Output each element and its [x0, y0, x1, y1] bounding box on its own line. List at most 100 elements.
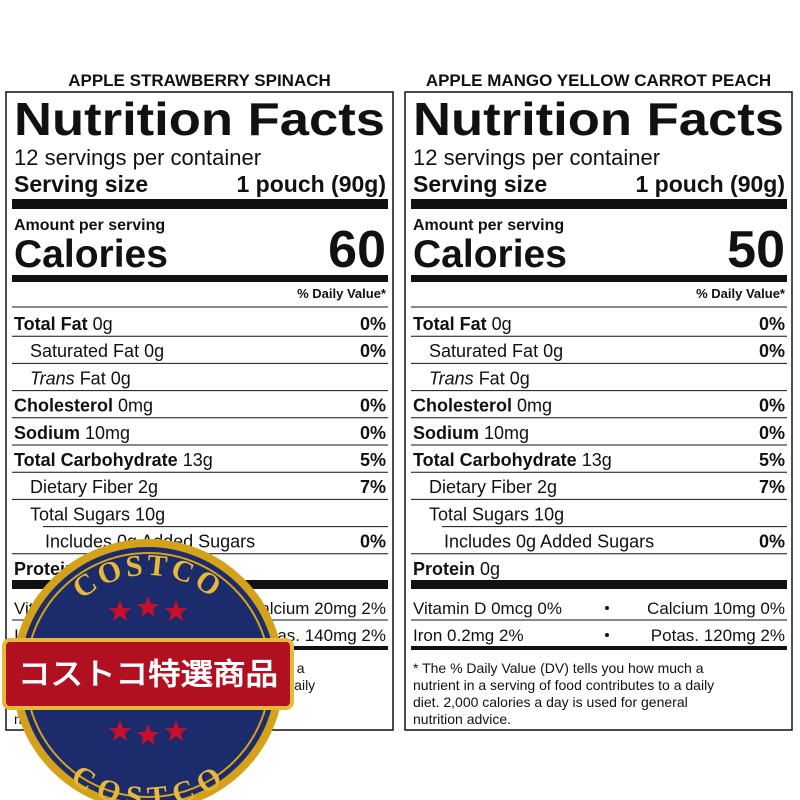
nutrient-name: Cholesterol — [413, 396, 512, 416]
thick-rule — [12, 199, 388, 209]
label-title: Nutrition Facts — [413, 93, 784, 145]
servings: 12 servings per container — [413, 145, 660, 170]
nutrient: Total Sugars 10g — [30, 504, 165, 524]
nutrient-name: Dietary Fiber 2g — [30, 477, 158, 497]
nutrient: Total Fat 0g — [14, 314, 113, 334]
nutrient-name: Total Carbohydrate — [413, 450, 577, 470]
nutrient-amount: 0g — [93, 314, 113, 334]
star — [109, 720, 131, 741]
nutrient-dv: 0% — [759, 341, 785, 361]
serving-size-label: Serving size — [14, 171, 148, 197]
calories-label: Calories — [413, 233, 567, 276]
footnote: * The % Daily Value (DV) tells you how m… — [413, 660, 704, 676]
thick-rule — [411, 199, 787, 209]
nutrient-dv: 7% — [759, 477, 785, 497]
nutrient-dv: 0% — [759, 423, 785, 443]
thick-rule — [411, 275, 787, 282]
nutrient-dv: 5% — [360, 450, 386, 470]
servings: 12 servings per container — [14, 145, 261, 170]
serving-size: 1 pouch (90g) — [236, 171, 386, 197]
nutrient: Cholesterol 0mg — [14, 396, 153, 416]
badge: COSTCO COSTCO コストコ特選商品 — [2, 539, 294, 800]
nutrient: Trans Fat 0g — [30, 368, 131, 388]
calories-label: Calories — [14, 233, 168, 276]
nutrient-amount: 0g — [492, 314, 512, 334]
nutrient: Sodium 10mg — [413, 423, 529, 443]
nutrient-dv: 0% — [360, 396, 386, 416]
nutrient-name: Saturated Fat 0g — [30, 341, 164, 361]
nutrient: Includes 0g Added Sugars — [444, 532, 654, 552]
nutrient: Total Sugars 10g — [429, 504, 564, 524]
nutrient-italic: Trans — [429, 368, 474, 388]
nutrient-dv: 5% — [759, 450, 785, 470]
nutrient-amount: 13g — [582, 450, 612, 470]
badge-banner — [2, 638, 294, 710]
nutrient-amount: 13g — [183, 450, 213, 470]
nutrient-dv: 0% — [759, 532, 785, 552]
nutrient-dv: 0% — [360, 423, 386, 443]
vitamin-left: Vitamin D 0mcg 0% — [413, 599, 562, 618]
serving-size-label: Serving size — [413, 171, 547, 197]
star — [137, 596, 159, 617]
star — [165, 720, 187, 741]
footnote: diet. 2,000 calories a day is used for g… — [413, 694, 688, 710]
thick-rule — [411, 646, 787, 650]
dv-header: % Daily Value* — [297, 286, 387, 301]
nutrient-amount: 0mg — [517, 396, 552, 416]
nutrient-amount: 10mg — [85, 423, 130, 443]
amount-per-serving: Amount per serving — [413, 217, 564, 234]
nutrient: Total Carbohydrate 13g — [413, 450, 612, 470]
nutrient: Saturated Fat 0g — [429, 341, 563, 361]
nutrient: Dietary Fiber 2g — [429, 477, 557, 497]
thick-rule — [12, 275, 388, 282]
nutrient-dv: 0% — [759, 314, 785, 334]
nutrient-name: Cholesterol — [14, 396, 113, 416]
calories: 50 — [727, 221, 785, 279]
footnote: nutrient in a serving of food contribute… — [413, 677, 714, 693]
nutrient: Total Carbohydrate 13g — [14, 450, 213, 470]
vitamin-right: Calcium 20mg 2% — [248, 599, 386, 618]
nutrient: Dietary Fiber 2g — [30, 477, 158, 497]
nutrient-amount: 10mg — [484, 423, 529, 443]
nutrient: Trans Fat 0g — [429, 368, 530, 388]
nutrient-name: Saturated Fat 0g — [429, 341, 563, 361]
badge-banner-text: コストコ特選商品 — [18, 658, 278, 693]
nutrient-amount: 0g — [480, 559, 500, 579]
nutrient-dv: 7% — [360, 477, 386, 497]
vitamin-right: Potas. 120mg 2% — [651, 626, 785, 645]
nutrient-name: Sodium — [14, 423, 80, 443]
calories: 60 — [328, 221, 386, 279]
nutrient-italic: Trans — [30, 368, 75, 388]
thick-rule — [411, 580, 787, 589]
nutrient-name: Fat 0g — [80, 368, 131, 388]
nutrient-dv: 0% — [759, 396, 785, 416]
nutrient: Total Fat 0g — [413, 314, 512, 334]
nutrient-name: Total Sugars 10g — [429, 504, 564, 524]
nutrient-name: Includes 0g Added Sugars — [444, 532, 654, 552]
vitamin-right: Calcium 10mg 0% — [647, 599, 785, 618]
label-frame — [404, 91, 793, 731]
serving-size: 1 pouch (90g) — [635, 171, 785, 197]
nutrient-name: Total Carbohydrate — [14, 450, 178, 470]
nutrient-name: Dietary Fiber 2g — [429, 477, 557, 497]
badge-stars — [109, 596, 187, 745]
nutrient: Saturated Fat 0g — [30, 341, 164, 361]
star — [137, 724, 159, 745]
bullet — [605, 633, 609, 637]
product-name: APPLE MANGO YELLOW CARROT PEACH — [426, 71, 771, 90]
nutrient-dv: 0% — [360, 532, 386, 552]
nutrient-name: Total Fat — [413, 314, 487, 334]
vitamin-left: Iron 0.2mg 2% — [413, 626, 524, 645]
bullet — [605, 606, 609, 610]
nutrient-amount: 0mg — [118, 396, 153, 416]
dv-header: % Daily Value* — [696, 286, 786, 301]
nutrient: Sodium 10mg — [14, 423, 130, 443]
footnote: nutrition advice. — [413, 711, 511, 727]
nutrient-name: Total Fat — [14, 314, 88, 334]
nutrient: Cholesterol 0mg — [413, 396, 552, 416]
star — [109, 600, 131, 621]
amount-per-serving: Amount per serving — [14, 217, 165, 234]
